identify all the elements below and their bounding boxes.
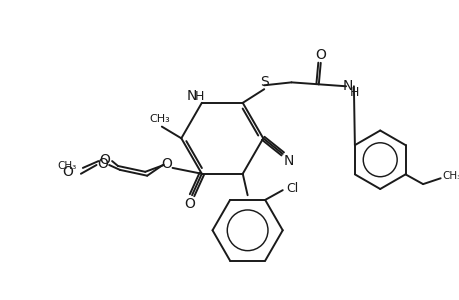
Text: Cl: Cl [285,182,298,195]
Text: S: S [259,75,268,89]
Text: N: N [186,89,197,103]
Text: O: O [161,157,172,171]
Text: O: O [99,153,110,167]
Text: O: O [314,48,325,62]
Text: CH₃: CH₃ [442,171,459,181]
Text: CH₃: CH₃ [57,161,77,171]
Text: H: H [195,89,204,103]
Text: N: N [342,79,353,93]
Text: H: H [349,85,359,99]
Text: CH₃: CH₃ [149,114,170,124]
Text: O: O [184,197,195,211]
Text: O: O [62,165,73,179]
Text: O: O [97,157,107,171]
Text: N: N [283,154,293,168]
